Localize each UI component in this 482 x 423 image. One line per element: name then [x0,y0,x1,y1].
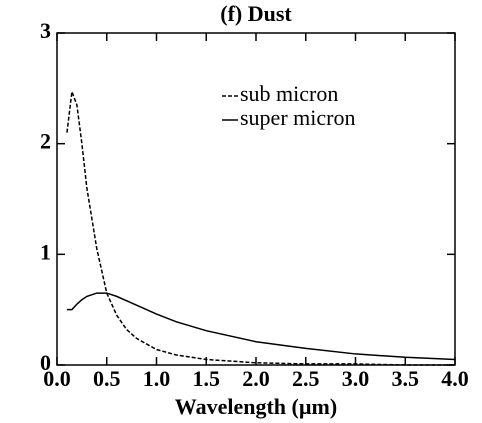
y-tick-label: 0 [40,350,51,375]
x-tick-label: 3.5 [392,366,420,391]
legend-label: super micron [240,105,355,130]
x-tick-label: 0.0 [43,366,71,391]
x-tick-label: 1.5 [193,366,221,391]
x-tick-label: 4.0 [441,366,469,391]
x-tick-label: 2.0 [242,366,270,391]
x-tick-label: 3.0 [342,366,370,391]
y-tick-label: 1 [40,239,51,264]
y-tick-label: 2 [40,129,51,154]
x-tick-label: 0.5 [93,366,121,391]
x-tick-label: 2.5 [292,366,320,391]
series-line [66,292,456,361]
series-line [66,91,455,366]
y-tick-label: 3 [40,18,51,43]
chart-title: (f) Dust [220,1,292,26]
legend-label: sub micron [240,81,338,106]
x-axis-label: Wavelength (µm) [175,394,337,419]
x-tick-label: 1.0 [143,366,171,391]
